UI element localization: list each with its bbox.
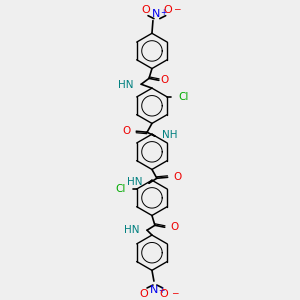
Text: O: O [173, 172, 182, 182]
Text: O: O [163, 5, 172, 15]
Text: O: O [122, 126, 130, 136]
Text: O: O [171, 222, 179, 232]
Text: NH: NH [162, 130, 177, 140]
Text: Cl: Cl [178, 92, 188, 102]
Text: N: N [150, 285, 158, 295]
Text: +: + [158, 286, 164, 295]
Text: HN: HN [118, 80, 133, 90]
Text: −: − [171, 288, 178, 297]
Text: O: O [160, 75, 169, 85]
Text: O: O [159, 289, 168, 299]
Text: −: − [173, 4, 181, 13]
Text: Cl: Cl [116, 184, 126, 194]
Text: O: O [142, 5, 151, 15]
Text: HN: HN [127, 177, 142, 187]
Text: N: N [152, 9, 160, 19]
Text: HN: HN [124, 225, 139, 235]
Text: +: + [160, 8, 166, 17]
Text: O: O [140, 289, 148, 299]
